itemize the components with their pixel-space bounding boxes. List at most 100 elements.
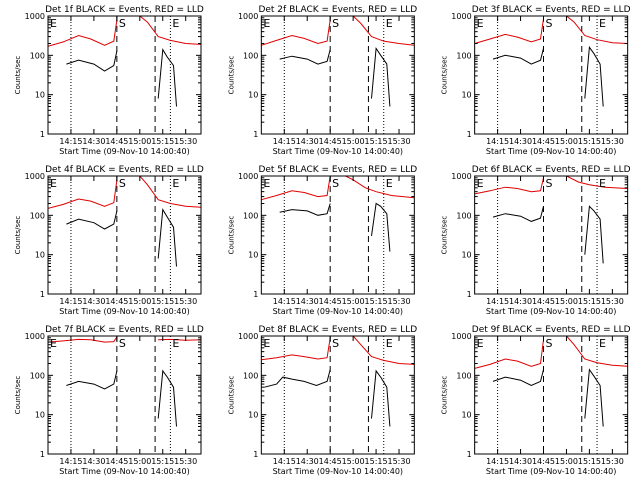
x-tick-label: 14:15 xyxy=(59,297,82,306)
x-tick-label: 15:15 xyxy=(151,137,174,146)
x-tick-label: 14:15 xyxy=(273,137,296,146)
plot-frame xyxy=(260,175,415,295)
events-series-line xyxy=(279,49,331,65)
y-tick-label: 100 xyxy=(30,371,45,380)
panel-title: Det 6f BLACK = Events, RED = LLD xyxy=(472,165,631,175)
events-series-line xyxy=(157,208,177,267)
marker-label: E xyxy=(477,337,484,350)
marker-label: E xyxy=(172,337,179,350)
y-tick-label: 10 xyxy=(35,91,45,100)
x-axis-label: Start Time (09-Nov-10 14:00:40) xyxy=(273,467,403,476)
plot-area xyxy=(48,176,201,294)
x-tick-label: 15:15 xyxy=(365,137,388,146)
y-tick-label: 10 xyxy=(35,251,45,260)
x-tick-label: 14:45 xyxy=(319,297,342,306)
lld-series-line xyxy=(261,19,331,46)
marker-label: E xyxy=(477,17,484,30)
x-tick-label: 15:30 xyxy=(387,137,410,146)
plot-area xyxy=(474,176,628,294)
y-tick-label: 1 xyxy=(40,450,45,459)
marker-label: E xyxy=(386,17,393,30)
events-series-line xyxy=(492,48,544,65)
plot-area xyxy=(474,336,628,454)
events-series-line xyxy=(584,205,604,264)
y-tick-label: 1000 xyxy=(451,172,471,181)
x-axis-label: Start Time (09-Nov-10 14:00:40) xyxy=(273,147,403,156)
y-tick-label: 1000 xyxy=(451,332,471,341)
y-axis-label: Counts/sec xyxy=(227,216,235,255)
y-tick-label: 100 xyxy=(456,211,471,220)
x-tick-label: 15:30 xyxy=(174,297,197,306)
x-tick-label: 15:00 xyxy=(128,137,151,146)
x-axis-label: Start Time (09-Nov-10 14:00:40) xyxy=(273,307,403,316)
lld-series-line xyxy=(566,16,628,44)
plot-frame xyxy=(474,15,629,135)
panel-5: Det 5f BLACK = Events, RED = LLD E S E 1 10 10… xyxy=(227,165,417,316)
panel-2: Det 2f BLACK = Events, RED = LLD E S E 1 10 10… xyxy=(227,5,417,156)
x-tick-label: 15:15 xyxy=(151,457,174,466)
panel-title: Det 7f BLACK = Events, RED = LLD xyxy=(45,325,204,335)
y-tick-label: 1 xyxy=(253,450,258,459)
x-tick-label: 14:30 xyxy=(296,137,319,146)
x-tick-label: 14:30 xyxy=(296,457,319,466)
events-series-line xyxy=(371,369,391,427)
y-tick-label: 100 xyxy=(243,371,258,380)
panel-title: Det 1f BLACK = Events, RED = LLD xyxy=(45,5,204,15)
panel-7: Det 7f BLACK = Events, RED = LLD E S E 1 10 10… xyxy=(14,325,204,476)
events-series-line xyxy=(371,46,391,107)
x-tick-label: 15:15 xyxy=(578,457,601,466)
x-tick-label: 14:15 xyxy=(59,137,82,146)
marker-label: E xyxy=(599,337,606,350)
x-tick-label: 14:45 xyxy=(532,137,555,146)
plot-frame xyxy=(47,15,202,135)
y-tick-label: 100 xyxy=(456,371,471,380)
y-tick-label: 10 xyxy=(248,251,258,260)
x-tick-label: 14:45 xyxy=(532,297,555,306)
lld-series-line xyxy=(352,16,415,46)
panel-title: Det 4f BLACK = Events, RED = LLD xyxy=(45,165,204,175)
events-series-line xyxy=(371,202,391,252)
plot-frame xyxy=(260,335,415,455)
x-tick-label: 15:15 xyxy=(151,297,174,306)
marker-label: S xyxy=(332,337,339,350)
panel-1: Det 1f BLACK = Events, RED = LLD E S E 1 10 10… xyxy=(14,5,204,156)
panel-title: Det 3f BLACK = Events, RED = LLD xyxy=(472,5,631,15)
x-tick-label: 14:15 xyxy=(486,297,509,306)
y-axis-label: Counts/sec xyxy=(227,376,235,415)
x-tick-label: 14:15 xyxy=(273,297,296,306)
x-tick-label: 14:30 xyxy=(509,297,532,306)
marker-label: E xyxy=(599,17,606,30)
marker-label: S xyxy=(546,17,553,30)
panel-4: Det 4f BLACK = Events, RED = LLD E S E 1 10 10… xyxy=(14,165,204,316)
marker-label: E xyxy=(386,337,393,350)
y-tick-label: 1 xyxy=(467,290,472,299)
x-tick-label: 14:45 xyxy=(105,137,128,146)
events-series-line xyxy=(157,48,177,107)
y-tick-label: 1000 xyxy=(238,332,258,341)
panel-title: Det 8f BLACK = Events, RED = LLD xyxy=(258,325,417,335)
x-tick-label: 15:15 xyxy=(578,137,601,146)
y-tick-label: 1 xyxy=(40,290,45,299)
x-tick-label: 14:30 xyxy=(509,457,532,466)
events-series-line xyxy=(492,369,544,387)
y-axis-label: Counts/sec xyxy=(14,376,22,415)
lld-series-line xyxy=(48,336,118,343)
x-tick-label: 14:15 xyxy=(273,457,296,466)
marker-label: E xyxy=(172,17,179,30)
panel-9: Det 9f BLACK = Events, RED = LLD E S E 1 10 10… xyxy=(441,325,631,476)
y-tick-label: 10 xyxy=(248,411,258,420)
lld-series-line xyxy=(474,339,544,369)
lld-series-line xyxy=(261,176,331,201)
x-tick-label: 14:45 xyxy=(532,457,555,466)
y-tick-label: 1 xyxy=(40,130,45,139)
x-tick-label: 15:00 xyxy=(555,457,578,466)
events-series-line xyxy=(66,50,118,72)
x-tick-label: 14:30 xyxy=(82,137,105,146)
x-tick-label: 14:15 xyxy=(486,137,509,146)
x-axis-label: Start Time (09-Nov-10 14:00:40) xyxy=(59,467,189,476)
marker-label: S xyxy=(546,337,553,350)
y-tick-label: 100 xyxy=(243,51,258,60)
events-series-line xyxy=(157,369,177,427)
x-tick-label: 15:30 xyxy=(387,297,410,306)
